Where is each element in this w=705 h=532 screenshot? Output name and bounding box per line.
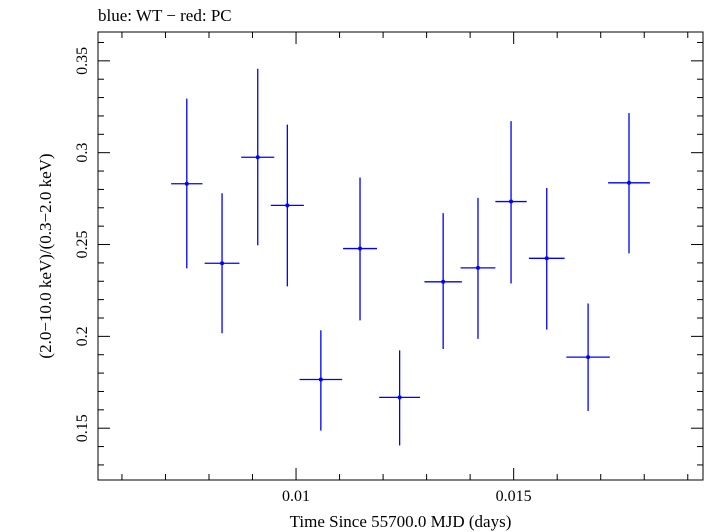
point-marker (627, 180, 632, 185)
y-tick-label: 0.35 (74, 47, 91, 75)
data-point (270, 124, 304, 287)
point-marker (255, 155, 260, 160)
data-point (299, 330, 343, 431)
data-point (566, 303, 610, 411)
point-marker (441, 279, 446, 284)
y-tick-label: 0.25 (74, 231, 91, 259)
chart-title: blue: WT − red: PC (98, 6, 232, 25)
data-point (608, 113, 650, 254)
y-axis-label: (2.0−10.0 keV)/(0.3−2.0 keV) (36, 153, 55, 358)
data-point (171, 98, 203, 269)
data-point (495, 121, 527, 284)
data-point (241, 68, 275, 246)
point-marker (475, 265, 480, 270)
data-point (460, 197, 496, 339)
data-point (204, 193, 240, 334)
data-point (528, 187, 565, 330)
point-marker (358, 246, 363, 251)
y-axis-ticks: 0.15 0.2 0.25 0.3 0.35 (74, 41, 703, 466)
y-tick-label: 0.2 (74, 326, 91, 346)
x-axis-ticks: 0.01 0.015 (121, 32, 689, 505)
point-marker (509, 199, 514, 204)
point-marker (318, 377, 323, 382)
x-tick-label: 0.01 (282, 488, 310, 505)
y-tick-label: 0.15 (74, 414, 91, 442)
plot-frame (97, 31, 704, 481)
point-marker (220, 261, 225, 266)
y-tick-label: 0.3 (74, 143, 91, 163)
data-point (343, 177, 377, 321)
point-marker (285, 203, 290, 208)
point-marker (544, 256, 549, 261)
point-marker (586, 355, 591, 360)
point-marker (184, 181, 189, 186)
data-point (379, 350, 421, 446)
data-point (424, 213, 462, 350)
point-marker (397, 395, 402, 400)
x-axis-label: Time Since 55700.0 MJD (days) (290, 512, 512, 531)
data-points (171, 68, 650, 446)
x-tick-label: 0.015 (496, 488, 532, 505)
